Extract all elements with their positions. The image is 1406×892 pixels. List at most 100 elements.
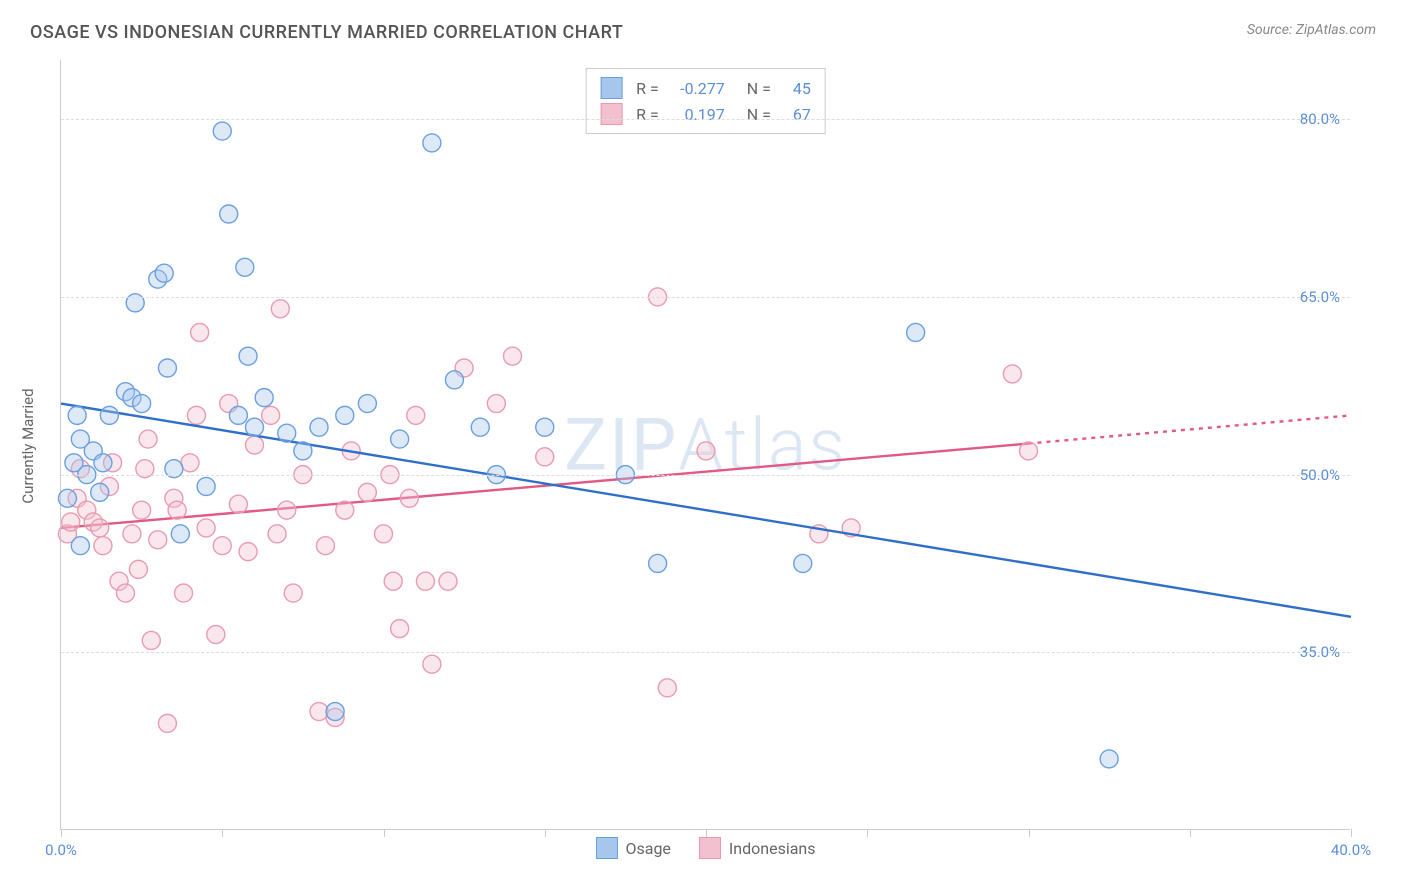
- source-label: Source: ZipAtlas.com: [1247, 22, 1376, 38]
- scatter-point: [207, 626, 225, 644]
- scatter-point: [255, 389, 273, 407]
- xtick: [384, 829, 385, 837]
- xtick: [1029, 829, 1030, 837]
- scatter-point: [439, 572, 457, 590]
- xtick: [1351, 829, 1352, 837]
- scatter-point: [123, 525, 141, 543]
- scatter-point: [246, 436, 264, 454]
- scatter-point: [68, 406, 86, 424]
- scatter-point: [658, 679, 676, 697]
- ytick-label: 35.0%: [1300, 643, 1340, 661]
- xtick: [706, 829, 707, 837]
- scatter-point: [197, 519, 215, 537]
- scatter-point: [213, 122, 231, 140]
- gridline: [61, 475, 1350, 476]
- scatter-point: [358, 395, 376, 413]
- scatter-point: [155, 264, 173, 282]
- scatter-point: [423, 134, 441, 152]
- scatter-point: [384, 572, 402, 590]
- scatter-point: [133, 395, 151, 413]
- scatter-svg: [61, 60, 1350, 829]
- scatter-point: [246, 418, 264, 436]
- xtick: [61, 829, 62, 837]
- scatter-point: [423, 655, 441, 673]
- scatter-point: [326, 703, 344, 721]
- scatter-point: [262, 406, 280, 424]
- scatter-point: [271, 300, 289, 318]
- scatter-point: [1003, 365, 1021, 383]
- scatter-point: [316, 537, 334, 555]
- legend-series-label: Indonesians: [729, 839, 816, 858]
- gridline: [61, 119, 1350, 120]
- scatter-point: [278, 501, 296, 519]
- legend-series: Osage Indonesians: [595, 837, 815, 859]
- scatter-point: [213, 537, 231, 555]
- ytick-label: 80.0%: [1300, 110, 1340, 128]
- legend-swatch: [699, 837, 721, 859]
- scatter-point: [197, 477, 215, 495]
- scatter-point: [191, 323, 209, 341]
- y-axis-label: Currently Married: [19, 388, 37, 503]
- scatter-point: [117, 584, 135, 602]
- scatter-point: [158, 714, 176, 732]
- scatter-point: [536, 418, 554, 436]
- scatter-point: [471, 418, 489, 436]
- chart-title: OSAGE VS INDONESIAN CURRENTLY MARRIED CO…: [30, 22, 623, 43]
- scatter-point: [310, 418, 328, 436]
- scatter-point: [391, 620, 409, 638]
- scatter-point: [416, 572, 434, 590]
- scatter-point: [94, 537, 112, 555]
- scatter-point: [239, 347, 257, 365]
- scatter-point: [358, 483, 376, 501]
- scatter-point: [697, 442, 715, 460]
- scatter-point: [229, 406, 247, 424]
- xtick-label: 40.0%: [1331, 841, 1371, 859]
- legend-series-label: Osage: [625, 839, 670, 858]
- scatter-point: [278, 424, 296, 442]
- scatter-point: [175, 584, 193, 602]
- gridline: [61, 652, 1350, 653]
- scatter-point: [284, 584, 302, 602]
- scatter-point: [391, 430, 409, 448]
- scatter-point: [504, 347, 522, 365]
- scatter-point: [375, 525, 393, 543]
- scatter-point: [294, 442, 312, 460]
- scatter-point: [310, 703, 328, 721]
- trend-line-dashed: [1029, 415, 1352, 443]
- legend-series-item: Indonesians: [699, 837, 816, 859]
- scatter-point: [181, 454, 199, 472]
- scatter-point: [91, 483, 109, 501]
- scatter-point: [400, 489, 418, 507]
- scatter-point: [268, 525, 286, 543]
- scatter-point: [907, 323, 925, 341]
- scatter-point: [407, 406, 425, 424]
- legend-series-item: Osage: [595, 837, 670, 859]
- xtick-label: 0.0%: [45, 841, 77, 859]
- scatter-point: [336, 501, 354, 519]
- scatter-point: [445, 371, 463, 389]
- scatter-point: [62, 513, 80, 531]
- scatter-point: [187, 406, 205, 424]
- xtick: [545, 829, 546, 837]
- scatter-point: [100, 406, 118, 424]
- ytick-label: 65.0%: [1300, 288, 1340, 306]
- scatter-point: [236, 258, 254, 276]
- scatter-point: [129, 560, 147, 578]
- xtick: [1190, 829, 1191, 837]
- scatter-point: [58, 489, 76, 507]
- scatter-point: [71, 537, 89, 555]
- scatter-point: [158, 359, 176, 377]
- gridline: [61, 297, 1350, 298]
- xtick: [867, 829, 868, 837]
- scatter-point: [171, 525, 189, 543]
- scatter-point: [649, 554, 667, 572]
- legend-swatch: [595, 837, 617, 859]
- scatter-point: [229, 495, 247, 513]
- scatter-point: [91, 519, 109, 537]
- ytick-label: 50.0%: [1300, 466, 1340, 484]
- scatter-point: [220, 205, 238, 223]
- scatter-point: [1020, 442, 1038, 460]
- scatter-point: [536, 448, 554, 466]
- scatter-point: [142, 631, 160, 649]
- scatter-point: [133, 501, 151, 519]
